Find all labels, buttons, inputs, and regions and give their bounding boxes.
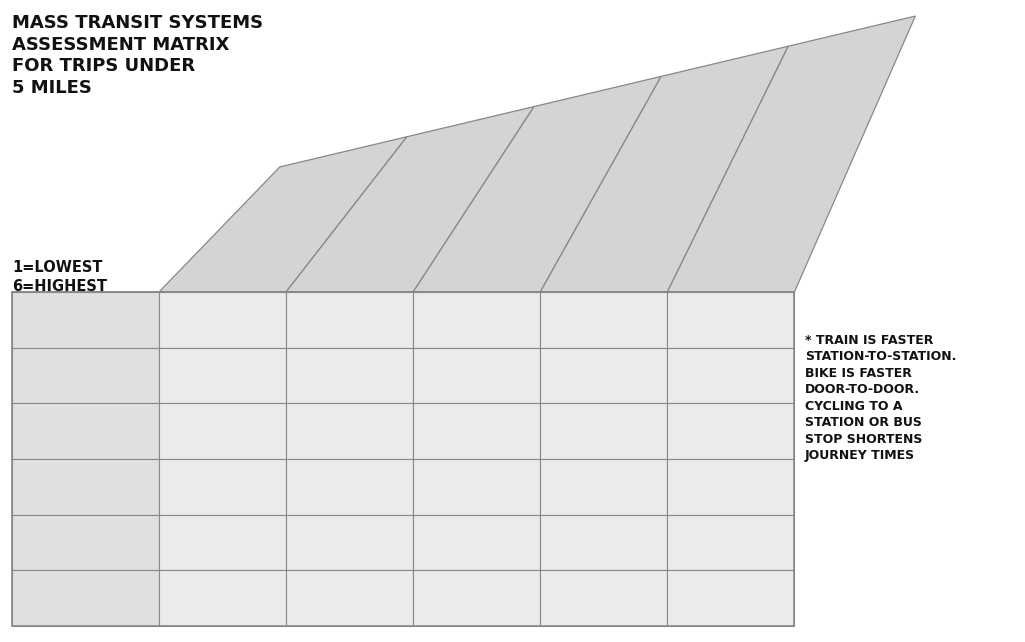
Text: 6: 6 — [725, 478, 737, 496]
Text: 1: 1 — [343, 311, 356, 329]
Text: 6: 6 — [598, 366, 610, 385]
Text: 4: 4 — [470, 478, 483, 496]
Text: 5: 5 — [343, 589, 356, 607]
Text: 2: 2 — [343, 366, 356, 385]
Text: 3: 3 — [725, 533, 737, 552]
Text: 3: 3 — [725, 366, 737, 385]
Text: 6: 6 — [216, 533, 229, 552]
Text: CAR: CAR — [66, 478, 106, 496]
Text: 1: 1 — [470, 311, 483, 329]
Text: 1: 1 — [725, 311, 737, 329]
Text: MAINTENANCE COST: MAINTENANCE COST — [359, 137, 461, 277]
Text: 1=LOWEST
6=HIGHEST: 1=LOWEST 6=HIGHEST — [12, 260, 108, 293]
Text: COST/PASSENGER: COST/PASSENGER — [492, 131, 582, 252]
Text: 3: 3 — [216, 422, 229, 440]
Text: BUS: BUS — [65, 367, 107, 385]
Text: 6: 6 — [470, 422, 483, 440]
Text: ADVERSE SIDE EFFECTS: ADVERSE SIDE EFFECTS — [732, 82, 851, 242]
Text: 5: 5 — [216, 589, 229, 607]
Text: 3: 3 — [343, 422, 356, 440]
Text: 4: 4 — [216, 478, 229, 496]
Text: 4: 4 — [343, 478, 356, 496]
Text: 4: 4 — [725, 422, 737, 440]
Text: CAPITAL COST: CAPITAL COST — [246, 173, 320, 271]
Text: 2: 2 — [725, 589, 737, 607]
Text: 2: 2 — [598, 533, 610, 552]
Text: 3: 3 — [470, 589, 483, 607]
Text: 1: 1 — [216, 311, 229, 329]
Text: 6: 6 — [343, 533, 356, 552]
Text: TAXI: TAXI — [63, 422, 109, 440]
Text: 5: 5 — [470, 533, 483, 552]
Text: TRAIN: TRAIN — [54, 534, 117, 551]
Text: BIKE: BIKE — [63, 311, 109, 329]
Text: * TRAIN IS FASTER
STATION-TO-STATION.
BIKE IS FASTER
DOOR-TO-DOOR.
CYCLING TO A
: * TRAIN IS FASTER STATION-TO-STATION. BI… — [805, 334, 956, 462]
Text: 2: 2 — [470, 366, 483, 385]
Text: 1: 1 — [598, 311, 610, 329]
Text: 4: 4 — [598, 478, 610, 496]
Text: 3: 3 — [598, 589, 610, 607]
Text: 5: 5 — [598, 422, 610, 440]
Text: MASS TRANSIT SYSTEMS
ASSESSMENT MATRIX
FOR TRIPS UNDER
5 MILES: MASS TRANSIT SYSTEMS ASSESSMENT MATRIX F… — [12, 14, 263, 97]
Text: 2: 2 — [216, 366, 229, 385]
Text: TRAM: TRAM — [56, 589, 115, 607]
Text: TRAVEL TIME *: TRAVEL TIME * — [626, 126, 702, 227]
